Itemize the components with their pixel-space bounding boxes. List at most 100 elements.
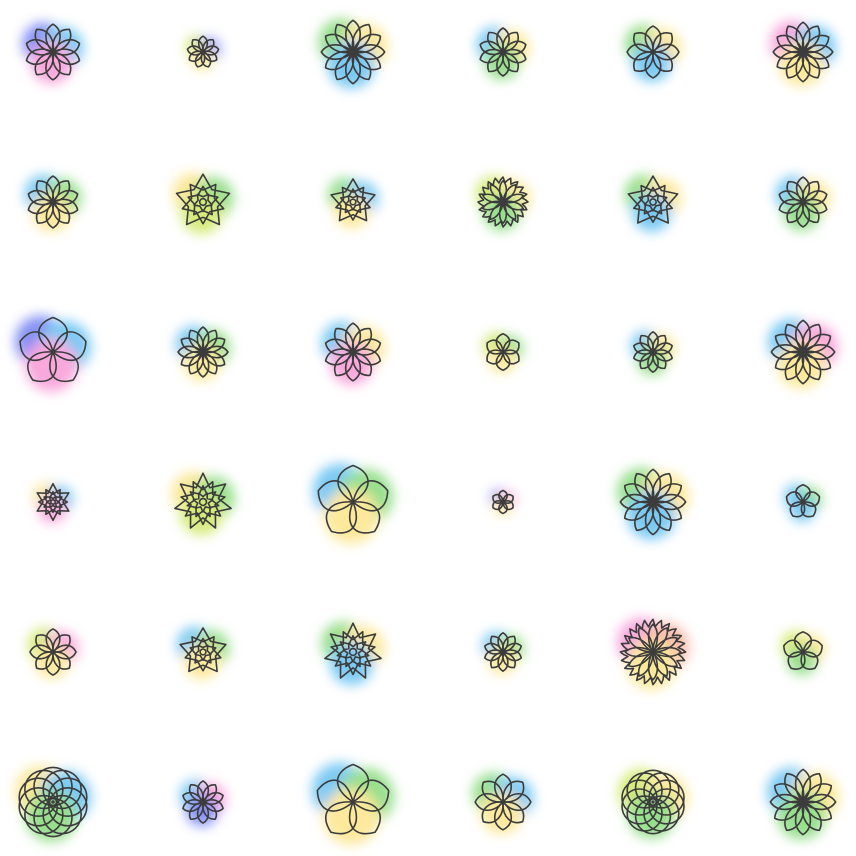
flower-r3-c4 — [482, 332, 524, 373]
flower-r1-c1 — [22, 22, 84, 85]
petal-outline — [52, 644, 77, 660]
petal-outline — [337, 464, 369, 503]
petal-outline — [778, 198, 804, 214]
petal-outline — [25, 38, 54, 56]
petal-outline — [324, 338, 354, 356]
flower-r2-c6 — [775, 175, 831, 231]
petal-outline — [352, 480, 389, 512]
petal-outline — [202, 38, 215, 53]
overlap-ring — [18, 786, 59, 827]
petal-outline — [496, 51, 510, 77]
petal-outline — [51, 51, 72, 76]
petal-outline — [639, 334, 655, 353]
flower-r5-c4 — [481, 631, 525, 675]
flower-r4-c4 — [490, 489, 516, 516]
petal-outline — [502, 792, 532, 812]
petal-outline — [489, 183, 504, 204]
petal-outline — [495, 351, 511, 372]
petal-outline — [29, 644, 54, 660]
petal-outline — [352, 779, 390, 812]
overlap-ring — [648, 779, 685, 816]
flower-r2-c4 — [475, 175, 531, 231]
star-layer — [194, 644, 212, 661]
petal-outline — [487, 31, 505, 53]
petal-outline — [474, 792, 504, 812]
flower-center — [651, 350, 655, 354]
petal-outline — [52, 634, 71, 653]
petal-outline — [786, 201, 805, 223]
petal-outline — [188, 50, 204, 63]
petal-outline — [27, 351, 57, 383]
petal-outline — [493, 773, 513, 803]
overlap-ring — [621, 788, 658, 825]
petal-outline — [652, 51, 673, 72]
petal-outline — [188, 784, 205, 803]
flower-center — [801, 200, 805, 204]
petal-outline — [785, 25, 805, 53]
star-layer — [175, 173, 231, 226]
petal-outline — [34, 28, 55, 53]
petal-outline — [502, 493, 514, 504]
petal-outline — [501, 51, 519, 73]
flower-r6-c1 — [14, 765, 92, 842]
star-layer — [179, 627, 227, 673]
flower-center — [198, 497, 208, 507]
petal-outline — [795, 176, 811, 203]
flower-r1-c3 — [318, 18, 388, 89]
petal-outline — [200, 51, 212, 68]
flower-r6-c2 — [179, 779, 227, 827]
petal-outline — [317, 480, 354, 512]
star-layer — [174, 472, 232, 529]
flower-center — [651, 50, 655, 54]
petal-outline — [188, 329, 205, 353]
petal-outline — [348, 801, 381, 835]
petal-outline — [778, 190, 804, 206]
petal-outline — [647, 623, 659, 654]
petal-outline — [633, 51, 654, 72]
petal-outline — [651, 636, 678, 653]
petal-outline — [34, 51, 55, 76]
petal-outline — [496, 27, 510, 53]
petal-outline — [202, 45, 220, 56]
star-layer — [627, 175, 679, 224]
flower-r6-c3 — [311, 762, 395, 846]
flower-center — [801, 800, 805, 804]
flower-r6-c6 — [767, 767, 839, 840]
petal-outline — [52, 48, 81, 66]
petal-outline — [498, 489, 508, 503]
flower-r2-c5 — [624, 174, 682, 232]
petal-outline — [492, 493, 504, 504]
flower-center — [801, 350, 805, 354]
petal-outline — [633, 32, 654, 53]
petal-outline — [502, 349, 520, 365]
flower-center — [199, 648, 207, 656]
petal-outline — [51, 28, 72, 53]
petal-outline — [45, 175, 61, 203]
petal-outline — [789, 501, 806, 518]
zigzag-outline — [619, 618, 687, 686]
flower-center — [51, 200, 55, 204]
flower-center — [351, 50, 355, 54]
petal-outline — [52, 189, 79, 206]
petal-outline — [334, 351, 355, 377]
petal-outline — [336, 763, 370, 803]
petal-outline — [644, 25, 662, 53]
star-layer — [330, 630, 376, 676]
petal-outline — [180, 337, 204, 354]
petal-outline — [182, 791, 204, 805]
star-layer — [330, 178, 376, 222]
flower-r6-c4 — [472, 772, 534, 835]
overlap-ring — [24, 769, 64, 810]
petal-outline — [498, 501, 508, 515]
petal-outline — [802, 639, 823, 658]
petal-outline — [626, 43, 654, 61]
petal-outline — [481, 780, 504, 803]
petal-outline — [492, 500, 504, 511]
petal-outline — [52, 331, 87, 362]
star-layer — [43, 490, 63, 514]
petal-outline — [479, 40, 504, 56]
petal-outline — [483, 642, 504, 655]
petal-outline — [479, 48, 504, 64]
petal-outline — [785, 491, 804, 507]
petal-outline — [324, 348, 354, 366]
